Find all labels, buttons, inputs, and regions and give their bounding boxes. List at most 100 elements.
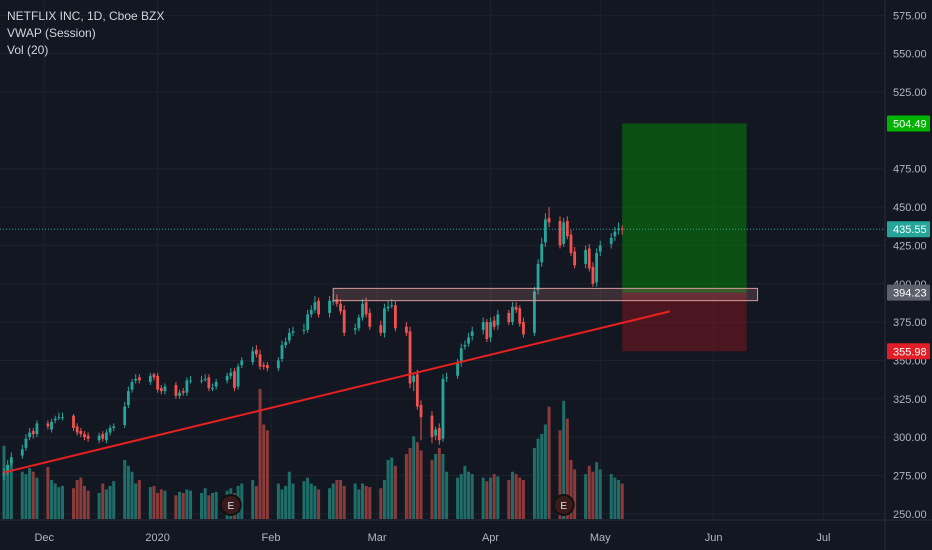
volume-bar bbox=[415, 442, 419, 519]
volume-bar bbox=[284, 485, 288, 519]
candle bbox=[489, 317, 492, 343]
candle-body bbox=[613, 231, 617, 237]
candle bbox=[317, 297, 320, 318]
volume-bar bbox=[536, 438, 540, 519]
candle-body bbox=[46, 423, 50, 427]
candle-body bbox=[383, 308, 386, 333]
candle-body bbox=[467, 337, 470, 344]
candle-body bbox=[225, 375, 229, 381]
candle bbox=[430, 411, 434, 444]
candle bbox=[174, 381, 178, 399]
candle bbox=[481, 317, 485, 335]
candle bbox=[394, 300, 397, 332]
price-tick-label: 300.00 bbox=[893, 432, 927, 444]
candle bbox=[492, 315, 496, 330]
time-axis[interactable]: Dec 2020 Feb Mar Apr May Jun Jul bbox=[34, 532, 830, 544]
candle bbox=[569, 230, 573, 257]
candle bbox=[547, 207, 551, 228]
candle bbox=[276, 357, 280, 372]
candle-body bbox=[9, 457, 13, 464]
candle bbox=[357, 314, 361, 332]
volume-bar bbox=[240, 483, 244, 519]
volume-bar bbox=[543, 424, 547, 519]
volume-bar bbox=[174, 495, 178, 519]
volume-bar bbox=[189, 490, 193, 519]
candle-body bbox=[31, 431, 35, 435]
volume-bar bbox=[276, 483, 280, 519]
candle-body bbox=[207, 377, 211, 389]
candle-body bbox=[335, 299, 339, 304]
volume-indicator-label[interactable]: Vol (20) bbox=[7, 43, 49, 57]
candle bbox=[441, 374, 445, 442]
candle bbox=[467, 332, 470, 347]
volume-bar bbox=[481, 477, 485, 519]
volume-bar bbox=[510, 471, 514, 519]
candle bbox=[46, 420, 50, 430]
volume-bar bbox=[496, 476, 500, 519]
volume-bar bbox=[459, 474, 463, 519]
volume-bar bbox=[620, 483, 624, 519]
candle bbox=[61, 412, 64, 421]
candle bbox=[189, 375, 192, 384]
volume-bar bbox=[434, 454, 438, 519]
volume-bar bbox=[485, 481, 489, 519]
volume-bar bbox=[200, 493, 204, 519]
candle bbox=[620, 225, 624, 235]
earnings-label: E bbox=[227, 501, 234, 512]
candle bbox=[463, 340, 467, 350]
vwap-indicator-label[interactable]: VWAP (Session) bbox=[7, 26, 96, 40]
candle bbox=[262, 362, 266, 370]
candle bbox=[419, 400, 423, 441]
support-zone bbox=[332, 287, 759, 302]
candle bbox=[126, 386, 130, 409]
candle bbox=[178, 389, 181, 399]
candle-body bbox=[126, 391, 130, 405]
candle bbox=[507, 309, 511, 326]
candle bbox=[339, 299, 342, 315]
candle bbox=[613, 227, 617, 241]
candle bbox=[284, 337, 288, 349]
earnings-marker: E bbox=[552, 494, 575, 516]
candle-body bbox=[130, 381, 134, 390]
time-tick-label: Feb bbox=[262, 532, 281, 544]
volume-bar bbox=[393, 465, 397, 519]
volume-bar bbox=[441, 454, 445, 519]
volume-bar bbox=[302, 481, 306, 519]
candle-body bbox=[174, 385, 178, 396]
position-tool[interactable] bbox=[622, 123, 747, 352]
candle-body bbox=[313, 302, 317, 310]
current-price-tag-text: 435.55 bbox=[893, 224, 927, 236]
candle bbox=[522, 317, 525, 338]
earnings-marker: E bbox=[219, 494, 242, 516]
volume-bar bbox=[148, 487, 152, 519]
candle bbox=[511, 302, 514, 326]
volume-bar bbox=[309, 483, 313, 519]
price-tick-label: 325.00 bbox=[893, 394, 927, 406]
volume-bar bbox=[265, 430, 269, 519]
candle-body bbox=[262, 365, 266, 367]
target-price-tag-bg bbox=[887, 115, 930, 132]
candle-body bbox=[148, 375, 152, 382]
candle bbox=[280, 340, 284, 363]
candle-body bbox=[137, 377, 141, 381]
candle bbox=[57, 412, 61, 421]
candle bbox=[75, 423, 79, 436]
price-tick-label: 375.00 bbox=[893, 317, 927, 329]
candle-body bbox=[547, 217, 551, 223]
level-price-tag-text: 394.23 bbox=[893, 288, 927, 300]
candle bbox=[28, 427, 32, 441]
candle bbox=[105, 429, 108, 444]
candle bbox=[565, 216, 569, 240]
candle-body bbox=[492, 320, 496, 327]
candle bbox=[437, 423, 441, 445]
symbol-title[interactable]: NETFLIX INC, 1D, Cboe BZX bbox=[7, 9, 165, 23]
price-axis[interactable]: 575.00550.00525.00475.00450.00425.00400.… bbox=[887, 10, 930, 521]
candle bbox=[485, 319, 489, 343]
candle-body bbox=[159, 388, 163, 392]
candle bbox=[6, 460, 10, 476]
candle bbox=[470, 326, 474, 341]
candle-body bbox=[112, 426, 116, 428]
price-tick-label: 575.00 bbox=[893, 10, 927, 22]
